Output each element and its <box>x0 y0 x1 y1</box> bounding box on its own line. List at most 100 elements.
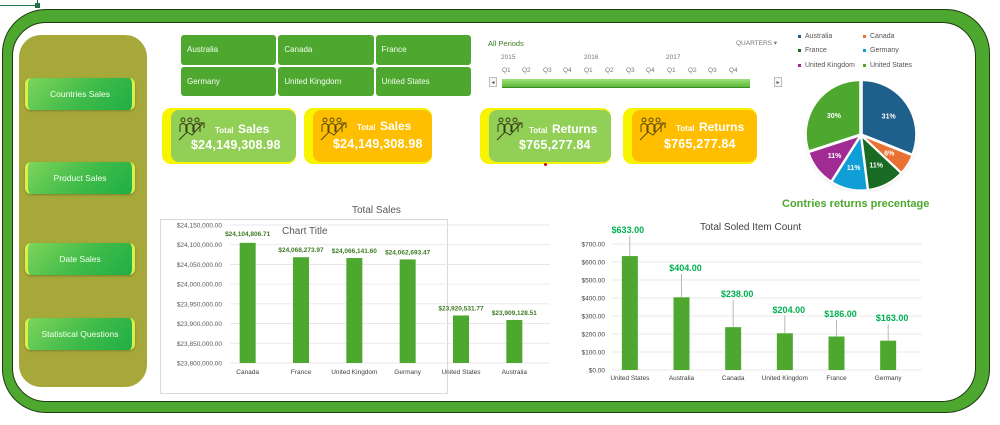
x-axis-label: Australia <box>669 375 695 382</box>
legend-item-france[interactable]: France <box>798 47 827 54</box>
bar[interactable] <box>673 297 690 370</box>
x-axis-label: Australia <box>502 369 528 376</box>
bar-data-label: $23,920,531.77 <box>438 305 484 312</box>
pie-slices <box>805 79 917 191</box>
timeline-quarter[interactable]: Q3 <box>708 67 717 74</box>
timeline-quarter[interactable]: Q1 <box>667 67 676 74</box>
bar-data-label: $24,068,273.97 <box>278 247 324 254</box>
bar[interactable] <box>828 336 845 370</box>
x-axis-label: Germany <box>394 369 421 376</box>
legend-item-canada[interactable]: Canada <box>863 33 895 40</box>
timeline-selection-bar[interactable] <box>502 79 750 88</box>
timeline-scroll-left-icon[interactable]: ◂ <box>489 77 497 87</box>
bar[interactable] <box>399 259 416 363</box>
kpi-value: $765,277.84 <box>519 138 591 152</box>
pie-data-label: 11% <box>828 153 842 160</box>
legend-item-australia[interactable]: Australia <box>798 33 832 40</box>
y-axis-tick: $100.00 <box>582 350 606 357</box>
timeline-quarter[interactable]: Q4 <box>729 67 738 74</box>
bar-data-label: $633.00 <box>612 225 645 235</box>
timeline-year: 2017 <box>666 54 681 61</box>
timeline-year: 2016 <box>584 54 599 61</box>
returns-pie-chart[interactable]: 31%6%11%11%11%30% <box>803 79 919 191</box>
timeline-year: 2015 <box>501 54 516 61</box>
slicer-item-france[interactable]: France <box>375 35 471 65</box>
x-axis-label: United States <box>610 375 650 382</box>
timeline-quarter[interactable]: Q2 <box>522 67 531 74</box>
bar-data-label: $238.00 <box>721 289 754 299</box>
pie-slice-united-kingdom[interactable] <box>807 134 862 183</box>
pie-data-label: 30% <box>827 113 842 120</box>
bar-data-label: $186.00 <box>824 309 857 319</box>
timeline-level-dropdown[interactable]: QUARTERS ▾ <box>736 40 778 47</box>
bar-data-label: $163.00 <box>876 313 909 323</box>
kpi-label-small: Total <box>676 124 695 133</box>
y-axis-tick: $200.00 <box>582 332 606 339</box>
legend-label: Canada <box>870 33 895 40</box>
y-axis-tick: $500.00 <box>582 278 606 285</box>
timeline-quarter[interactable]: Q3 <box>543 67 552 74</box>
legend-label: France <box>805 47 827 54</box>
bar[interactable] <box>506 319 523 363</box>
slicer-item-united-states[interactable]: United States <box>375 66 471 96</box>
timeline-quarter[interactable]: Q2 <box>688 67 697 74</box>
y-axis-tick: $0.00 <box>589 368 606 375</box>
timeline-quarter[interactable]: Q4 <box>563 67 572 74</box>
legend-item-germany[interactable]: Germany <box>863 47 899 54</box>
total-sales-bar-chart[interactable]: $24,150,000.00 $24,100,000.00 $24,050,000.… <box>160 215 560 380</box>
bar[interactable] <box>725 327 742 370</box>
legend-swatch-icon <box>798 49 801 52</box>
slicer-item-germany[interactable]: Germany <box>181 66 277 96</box>
kpi-label-small: Total <box>215 126 234 135</box>
statistical-questions-button[interactable]: Statistical Questions <box>25 318 135 350</box>
timeline-quarter[interactable]: Q4 <box>646 67 655 74</box>
countries-sales-button[interactable]: Countries Sales <box>25 78 135 110</box>
bar-data-label: $204.00 <box>773 305 806 315</box>
bar[interactable] <box>239 242 256 363</box>
x-axis-label: Canada <box>722 375 745 382</box>
legend-label: United Kingdom <box>805 62 855 69</box>
bar-data-label: $24,062,693.47 <box>385 249 431 256</box>
total-sales-chart-title: Total Sales <box>352 205 401 216</box>
y-axis-tick: $23,900,000.00 <box>177 321 223 328</box>
timeline-scroll-right-icon[interactable]: ▸ <box>774 77 782 87</box>
product-sales-button[interactable]: Product Sales <box>25 162 135 194</box>
kpi-value: $765,277.84 <box>664 137 736 151</box>
timeline-quarter[interactable]: Q1 <box>584 67 593 74</box>
legend-item-united-kingdom[interactable]: United Kingdom <box>798 62 855 69</box>
y-axis-tick: $24,000,000.00 <box>177 282 223 289</box>
excel-cell-selection[interactable] <box>0 0 40 8</box>
pie-slice-france[interactable] <box>860 133 903 191</box>
pie-data-label: 11% <box>847 165 861 172</box>
x-axis-label: Canada <box>236 369 259 376</box>
x-axis-label: Germany <box>875 375 902 382</box>
date-sales-button[interactable]: Date Sales <box>25 243 135 275</box>
legend-item-united-states[interactable]: United States <box>863 62 912 69</box>
pie-slice-australia[interactable] <box>861 79 917 156</box>
legend-label: Germany <box>870 47 899 54</box>
pie-slice-united-states[interactable] <box>805 79 861 152</box>
y-axis-tick: $400.00 <box>582 296 606 303</box>
bar[interactable] <box>621 256 638 370</box>
selection-marker <box>544 163 547 166</box>
bar[interactable] <box>293 257 309 363</box>
bar[interactable] <box>346 258 363 363</box>
kpi-label-small: Total <box>529 126 548 135</box>
timeline-quarter[interactable]: Q1 <box>502 67 511 74</box>
bar[interactable] <box>453 315 469 363</box>
y-axis-tick: $600.00 <box>582 260 606 267</box>
legend-swatch-icon <box>863 49 866 52</box>
chart-placeholder-frame[interactable] <box>160 219 448 394</box>
kpi-label-big: Returns <box>698 120 745 134</box>
slicer-item-united-kingdom[interactable]: United Kingdom <box>278 66 374 96</box>
timeline-quarter[interactable]: Q3 <box>626 67 635 74</box>
pie-slice-germany[interactable] <box>830 133 869 191</box>
slicer-item-canada[interactable]: Canada <box>278 35 374 65</box>
item-count-bar-chart[interactable]: $700.00 $600.00 $500.00 $400.00 $300.00 $200.… <box>570 225 960 385</box>
bar[interactable] <box>880 340 897 370</box>
timeline-quarter[interactable]: Q2 <box>605 67 614 74</box>
y-axis-tick: $700.00 <box>582 242 606 249</box>
x-axis-label: France <box>826 375 847 382</box>
slicer-item-australia[interactable]: Australia <box>181 35 277 65</box>
bar[interactable] <box>776 333 793 370</box>
